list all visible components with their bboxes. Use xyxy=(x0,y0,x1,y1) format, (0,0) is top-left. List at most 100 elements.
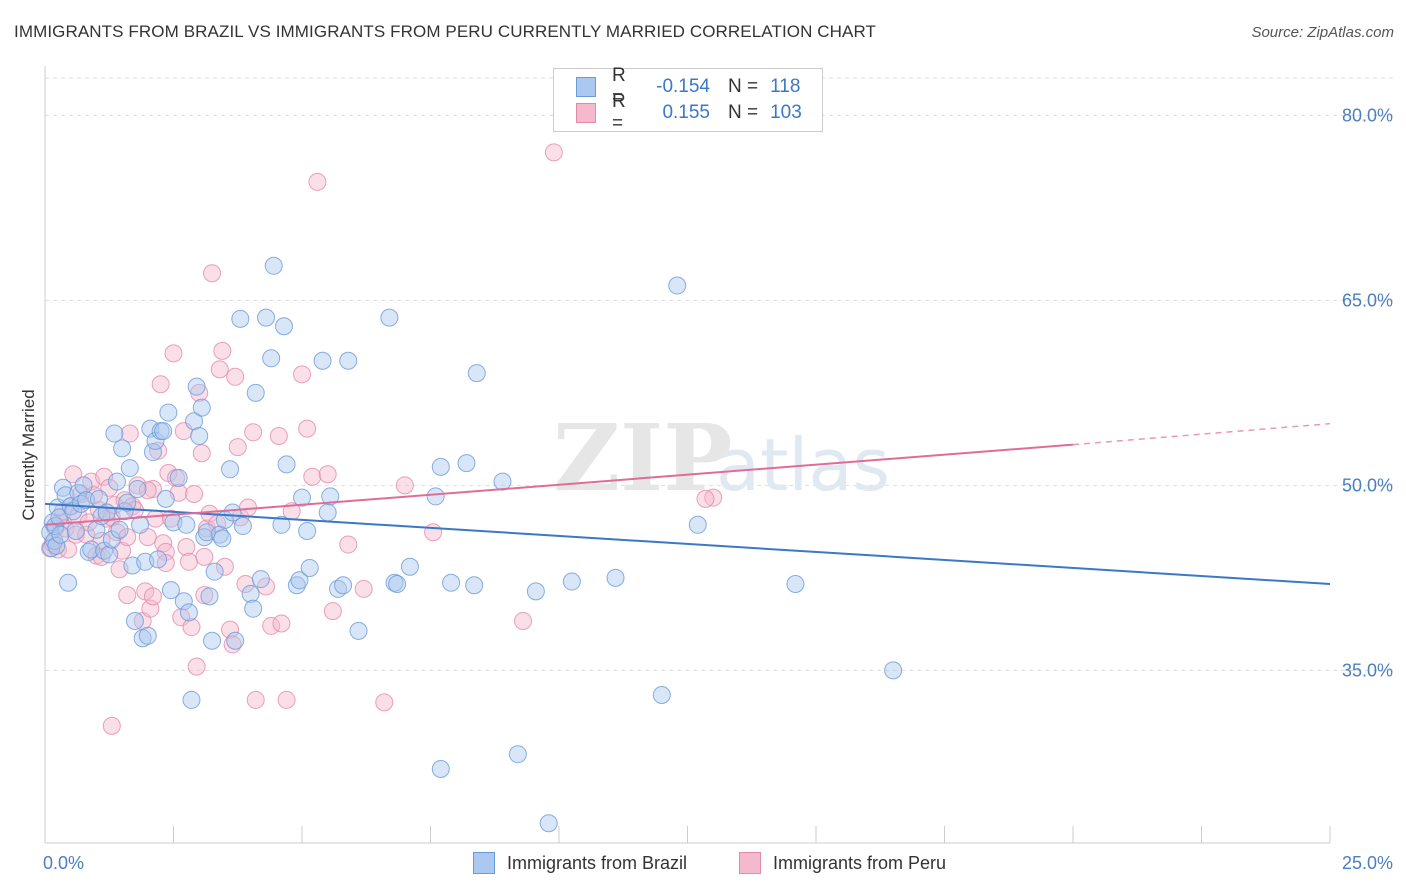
point-brazil xyxy=(251,570,270,589)
point-brazil xyxy=(431,760,450,778)
point-brazil xyxy=(442,573,461,592)
point-brazil xyxy=(334,576,353,595)
point-brazil xyxy=(118,493,137,512)
point-brazil xyxy=(128,480,147,499)
y-axis-label: Currently Married xyxy=(19,389,38,520)
point-brazil xyxy=(233,517,252,536)
point-peru xyxy=(146,509,165,528)
trend-line-peru-extension xyxy=(1072,422,1331,446)
point-brazil xyxy=(226,631,245,650)
point-peru xyxy=(244,423,263,442)
point-peru xyxy=(66,525,85,544)
point-peru xyxy=(143,587,162,606)
point-brazil xyxy=(133,629,152,648)
point-brazil xyxy=(182,690,201,709)
point-peru xyxy=(246,690,265,709)
point-brazil xyxy=(275,317,294,336)
legend-item-peru[interactable]: Immigrants from Peru xyxy=(739,852,946,874)
point-peru xyxy=(179,552,198,571)
point-peru xyxy=(696,489,715,508)
point-brazil xyxy=(77,491,96,510)
n-label: N = xyxy=(728,102,759,123)
point-peru xyxy=(226,367,245,386)
point-brazil xyxy=(71,494,90,513)
point-peru xyxy=(293,365,311,384)
trend-line-brazil xyxy=(44,502,1331,585)
point-peru xyxy=(187,657,206,676)
point-brazil xyxy=(138,626,157,645)
series-legend: Immigrants from Brazil Immigrants from P… xyxy=(0,852,1406,878)
point-peru xyxy=(195,547,214,566)
point-peru xyxy=(424,523,443,542)
point-brazil xyxy=(400,557,419,576)
point-brazil xyxy=(113,439,132,458)
point-brazil xyxy=(262,349,281,368)
legend-item-brazil[interactable]: Immigrants from Brazil xyxy=(473,852,687,874)
point-brazil xyxy=(539,814,558,833)
point-brazil xyxy=(195,528,214,547)
y-tick-label: 50.0% xyxy=(1342,475,1393,495)
point-brazil xyxy=(668,276,687,295)
peru-swatch xyxy=(576,103,596,123)
point-peru xyxy=(277,690,296,709)
point-brazil xyxy=(688,515,707,534)
point-brazil xyxy=(146,431,165,450)
point-brazil xyxy=(143,443,162,462)
point-brazil xyxy=(187,377,206,396)
point-brazil xyxy=(244,599,263,618)
r-label: R = xyxy=(612,91,626,134)
point-brazil xyxy=(105,424,124,443)
point-brazil xyxy=(328,579,347,598)
stats-row-brazil: R = -0.154 N = 118 xyxy=(576,65,801,108)
point-brazil xyxy=(321,487,340,506)
point-peru xyxy=(269,427,288,445)
point-peru xyxy=(544,143,563,162)
point-peru xyxy=(210,360,229,379)
point-brazil xyxy=(264,256,283,275)
point-brazil xyxy=(179,603,198,622)
point-brazil xyxy=(159,403,178,422)
point-brazil xyxy=(231,309,250,328)
point-brazil xyxy=(161,581,180,600)
point-peru xyxy=(323,602,342,621)
point-peru xyxy=(213,341,232,360)
point-brazil xyxy=(203,631,222,650)
point-brazil xyxy=(467,364,486,383)
point-brazil xyxy=(156,489,175,508)
point-brazil xyxy=(213,529,232,548)
brazil-swatch xyxy=(576,77,596,97)
point-brazil xyxy=(110,520,129,539)
point-peru xyxy=(64,465,83,484)
point-peru xyxy=(164,344,183,363)
point-brazil xyxy=(300,558,319,577)
tick-labels: 35.0% 50.0% 65.0% 80.0% 0.0% 25.0% Currently M… xyxy=(19,105,1393,873)
point-brazil xyxy=(100,545,119,564)
point-brazil xyxy=(349,621,368,640)
point-peru xyxy=(177,538,196,556)
point-brazil xyxy=(426,487,445,506)
point-brazil xyxy=(177,515,196,534)
point-brazil xyxy=(149,550,168,569)
point-peru xyxy=(182,618,201,637)
point-brazil xyxy=(493,472,512,491)
point-peru xyxy=(118,586,137,605)
legend-label-brazil: Immigrants from Brazil xyxy=(507,852,688,873)
point-brazil xyxy=(277,455,296,474)
chart-source: Source: ZipAtlas.com xyxy=(1251,24,1394,41)
point-brazil xyxy=(174,592,193,611)
point-brazil xyxy=(380,308,399,327)
point-brazil xyxy=(884,661,903,680)
point-peru xyxy=(354,579,373,598)
point-brazil xyxy=(293,488,311,507)
point-peru xyxy=(192,444,211,463)
n-value-brazil: 118 xyxy=(770,76,801,97)
point-peru xyxy=(215,557,234,576)
point-peru xyxy=(221,620,240,639)
point-brazil xyxy=(606,568,625,587)
point-brazil xyxy=(465,576,484,595)
point-peru xyxy=(303,467,322,486)
point-brazil xyxy=(339,351,358,370)
point-brazil xyxy=(457,454,476,473)
point-brazil xyxy=(46,517,65,536)
